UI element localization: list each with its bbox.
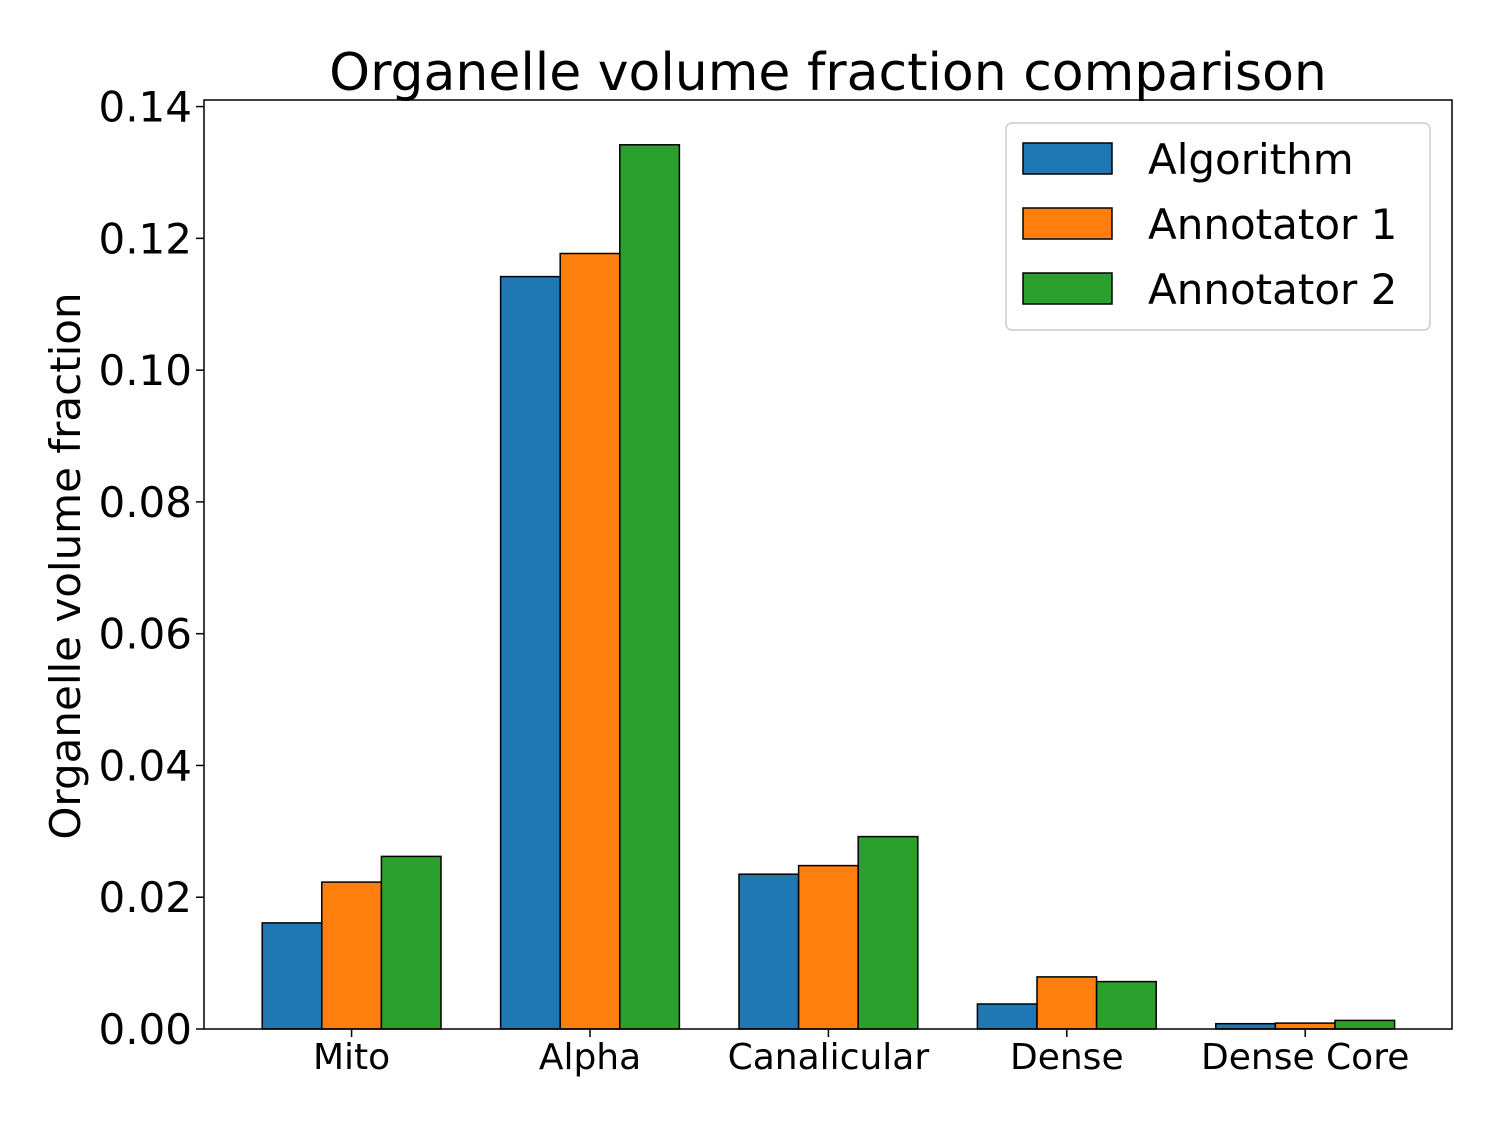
legend-swatch bbox=[1022, 142, 1113, 175]
bar-alpha-annotator-1 bbox=[559, 252, 621, 1030]
legend-swatch bbox=[1022, 207, 1113, 240]
bar-canalicular-annotator-1 bbox=[797, 864, 859, 1030]
chart-title: Organelle volume fraction comparison bbox=[329, 43, 1327, 103]
bar-dense-annotator-1 bbox=[1036, 976, 1098, 1030]
legend-swatch bbox=[1022, 272, 1113, 305]
x-tick-label: Canalicular bbox=[728, 1037, 930, 1078]
y-tick-label: 0.04 bbox=[98, 741, 192, 790]
y-tick-label: 0.08 bbox=[98, 478, 192, 527]
y-axis-ticks: 0.00 0.02 0.04 0.06 0.08 0.10 0.12 0.14 bbox=[98, 83, 204, 1054]
y-tick-label: 0.00 bbox=[98, 1005, 192, 1054]
legend-label: Algorithm bbox=[1148, 135, 1354, 184]
y-tick-label: 0.06 bbox=[98, 610, 192, 659]
y-tick-label: 0.14 bbox=[98, 83, 192, 132]
legend-label: Annotator 2 bbox=[1148, 265, 1397, 314]
y-tick-label: 0.02 bbox=[98, 873, 192, 922]
x-tick-label: Mito bbox=[313, 1037, 390, 1078]
x-tick-label: Dense bbox=[1010, 1037, 1124, 1078]
y-tick-label: 0.12 bbox=[98, 214, 192, 263]
bar-mito-algorithm bbox=[261, 922, 323, 1030]
y-tick-label: 0.10 bbox=[98, 346, 192, 395]
bar-mito-annotator-2 bbox=[380, 855, 442, 1030]
x-tick-label: Dense Core bbox=[1201, 1037, 1409, 1078]
bar-dense-core-annotator-2 bbox=[1334, 1019, 1396, 1030]
x-tick-label: Alpha bbox=[539, 1037, 641, 1078]
bar-dense-algorithm bbox=[976, 1003, 1038, 1030]
bar-alpha-algorithm bbox=[499, 275, 561, 1030]
plot-frame bbox=[203, 99, 1453, 1030]
bars-group bbox=[261, 144, 1396, 1030]
bar-canalicular-algorithm bbox=[738, 873, 800, 1030]
bar-mito-annotator-1 bbox=[321, 881, 383, 1030]
bar-dense-core-annotator-1 bbox=[1274, 1022, 1336, 1030]
bar-canalicular-annotator-2 bbox=[857, 835, 919, 1030]
bar-dense-core-algorithm bbox=[1215, 1022, 1277, 1030]
x-axis-ticks: Mito Alpha Canalicular Dense Dense Core bbox=[313, 1029, 1409, 1078]
legend-label: Annotator 1 bbox=[1148, 200, 1397, 249]
legend: Algorithm Annotator 1 Annotator 2 bbox=[1005, 122, 1431, 331]
y-axis-label: Organelle volume fraction bbox=[41, 292, 90, 839]
bar-dense-annotator-2 bbox=[1095, 980, 1157, 1030]
bar-alpha-annotator-2 bbox=[619, 144, 681, 1030]
